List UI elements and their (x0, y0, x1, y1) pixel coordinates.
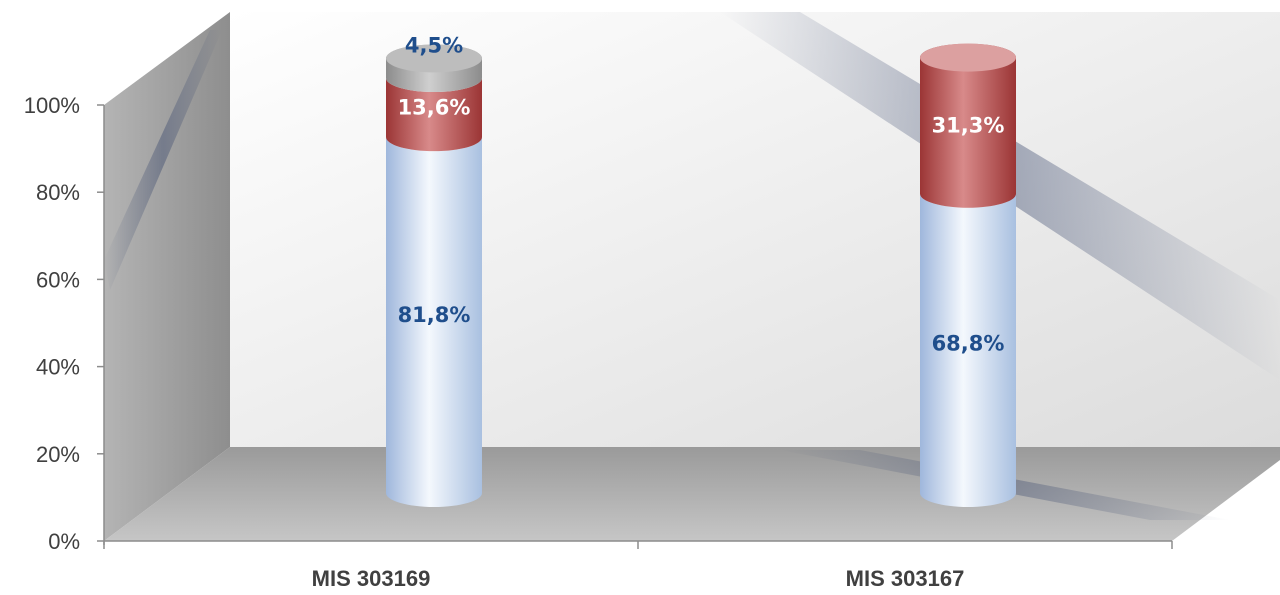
data-label: 4,5% (405, 33, 463, 57)
x-category-label: MIS 303167 (846, 566, 965, 591)
y-tick-label: 0% (48, 529, 80, 554)
bar-segment (920, 193, 1016, 507)
bars (386, 43, 1016, 508)
data-label: 31,3% (932, 114, 1005, 138)
bar-segment (920, 43, 1016, 208)
data-labels: 81,8% 13,6% 4,5% 68,8% 31,3% (398, 33, 1005, 355)
x-category-label: MIS 303169 (312, 566, 431, 591)
floor (104, 447, 1280, 541)
bar-segment (386, 78, 482, 152)
decor-streak (104, 30, 222, 290)
y-tick-label: 60% (36, 267, 80, 292)
bar-top-cap (386, 44, 482, 73)
y-tick-label: 80% (36, 180, 80, 205)
data-label: 13,6% (398, 96, 471, 120)
data-label: 81,8% (398, 303, 471, 327)
y-tick-label: 20% (36, 442, 80, 467)
x-axis-categories: MIS 303169 MIS 303167 (312, 566, 965, 591)
y-axis-ticks: 0% 20% 40% 60% 80% 100% (24, 93, 104, 554)
side-wall (104, 12, 230, 541)
data-label: 68,8% (932, 331, 1005, 355)
bar-segment (386, 137, 482, 508)
bar-top-cap (920, 43, 1016, 72)
y-tick-label: 40% (36, 355, 80, 380)
back-wall (230, 12, 1280, 447)
y-tick-label: 100% (24, 93, 80, 118)
